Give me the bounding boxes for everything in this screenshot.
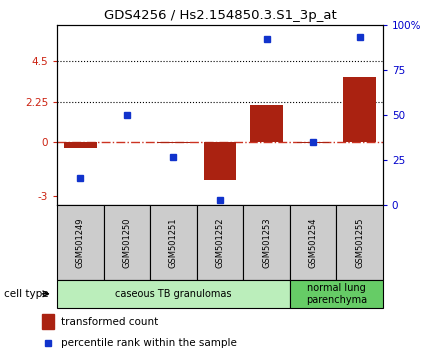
Bar (197, 205, 243, 280)
Bar (57, 205, 104, 280)
Bar (104, 205, 150, 280)
Text: GSM501249: GSM501249 (76, 217, 85, 268)
Bar (204, 142, 236, 180)
Text: GSM501255: GSM501255 (355, 217, 364, 268)
Text: GSM501254: GSM501254 (308, 217, 318, 268)
Bar (57, 280, 290, 308)
Bar (343, 77, 376, 142)
Text: GSM501252: GSM501252 (216, 217, 224, 268)
Bar (64, 142, 97, 148)
Text: normal lung
parenchyma: normal lung parenchyma (306, 283, 367, 305)
Text: GSM501253: GSM501253 (262, 217, 271, 268)
Bar (290, 280, 383, 308)
Text: transformed count: transformed count (61, 316, 158, 327)
Bar (336, 205, 383, 280)
Bar (250, 105, 283, 142)
Bar (42, 314, 54, 329)
Bar (157, 142, 190, 143)
Bar (297, 142, 329, 143)
Text: GDS4256 / Hs2.154850.3.S1_3p_at: GDS4256 / Hs2.154850.3.S1_3p_at (104, 9, 336, 22)
Text: percentile rank within the sample: percentile rank within the sample (61, 338, 237, 348)
Text: GSM501251: GSM501251 (169, 217, 178, 268)
Bar (290, 205, 336, 280)
Bar (243, 205, 290, 280)
Text: caseous TB granulomas: caseous TB granulomas (115, 289, 232, 299)
Text: GSM501250: GSM501250 (122, 217, 132, 268)
Bar (150, 205, 197, 280)
Text: cell type: cell type (4, 289, 49, 299)
